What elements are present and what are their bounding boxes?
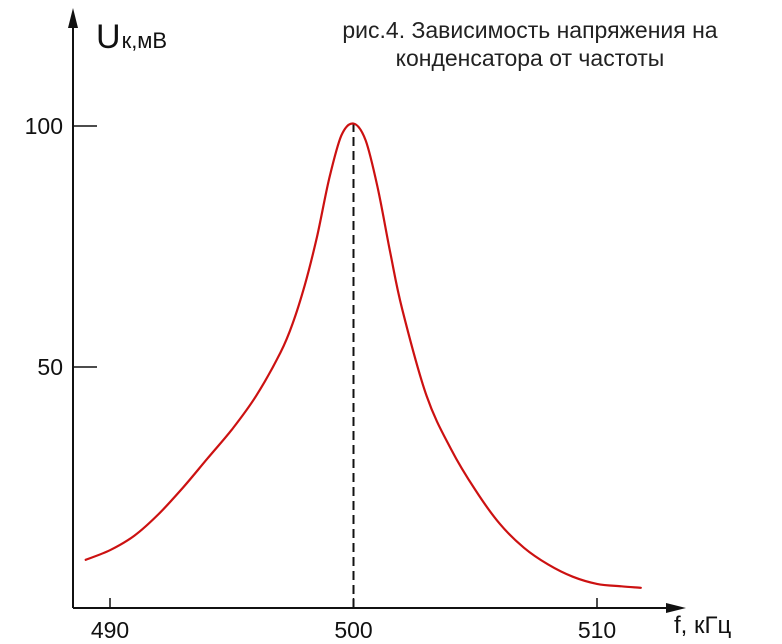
x-tick-label-490: 490	[91, 617, 129, 643]
series-line-0	[84, 122, 642, 589]
y-tick-label-100: 100	[25, 113, 63, 139]
x-axis-arrow	[666, 603, 686, 613]
x-axis-label: f, кГц	[674, 612, 732, 639]
caption-line-1: рис.4. Зависимость напряжения на	[342, 17, 718, 43]
y-axis-symbol: U	[96, 18, 121, 56]
y-axis-arrow	[68, 8, 78, 28]
x-tick-label-510: 510	[578, 617, 616, 643]
caption-line-2: конденсатора от частоты	[395, 45, 665, 71]
y-axis-unit: к,мВ	[121, 28, 168, 53]
x-tick-label-500: 500	[334, 617, 372, 643]
y-tick-label-50: 50	[37, 354, 63, 380]
figure-caption: рис.4. Зависимость напряжения на конденс…	[290, 16, 770, 72]
y-axis-label: Uк,мВ	[96, 18, 167, 57]
